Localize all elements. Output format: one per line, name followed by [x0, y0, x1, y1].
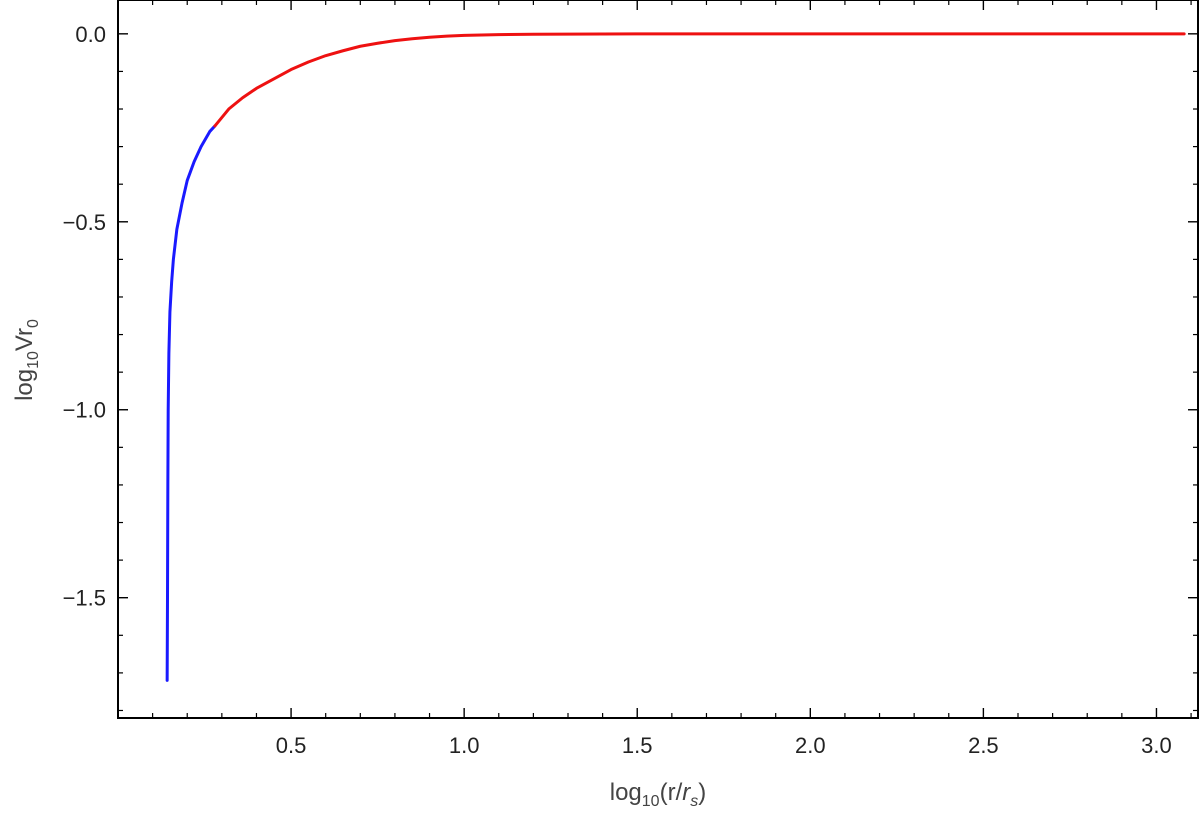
tick-labels: 0.5 1.0 1.5 2.0 2.5 3.0 0.0 −0.5 −1.0 −1.5 [63, 22, 1172, 758]
axis-ticks [117, 0, 1198, 718]
x-tick-label: 0.5 [276, 733, 307, 758]
y-axis-title: log10Vr0 [11, 319, 42, 401]
x-tick-label: 2.5 [968, 733, 999, 758]
x-tick-label: 1.5 [622, 733, 653, 758]
x-tick-label: 1.0 [449, 733, 480, 758]
y-tick-label: −1.5 [63, 586, 106, 611]
x-axis-title: log10(r/rs) [610, 779, 706, 810]
series-line-2 [213, 32, 1186, 128]
plot-frame [117, 0, 1199, 719]
series-line-1 [165, 124, 217, 682]
x-tick-label: 3.0 [1141, 733, 1172, 758]
y-tick-label: −1.0 [63, 398, 106, 423]
x-tick-label: 2.0 [795, 733, 826, 758]
y-tick-label: 0.0 [75, 22, 106, 47]
y-tick-label: −0.5 [63, 210, 106, 235]
series-group [165, 32, 1186, 682]
